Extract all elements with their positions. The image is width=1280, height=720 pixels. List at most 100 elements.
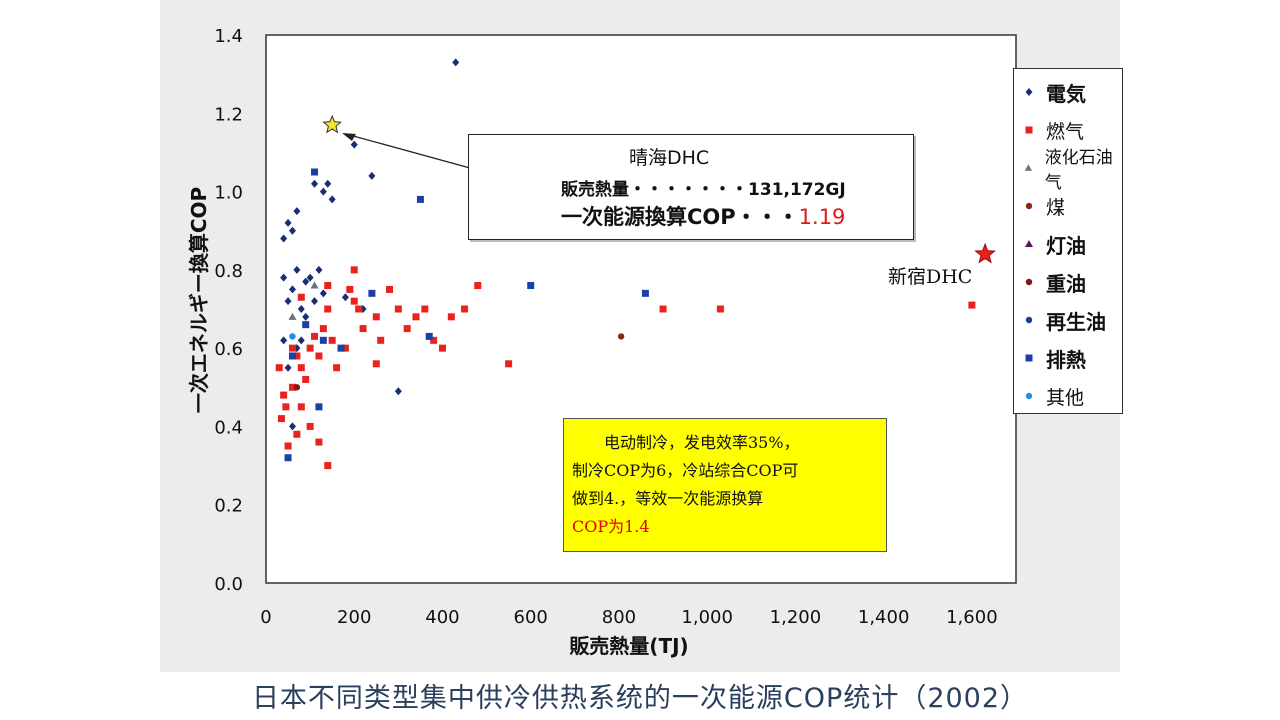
data-point xyxy=(315,265,323,274)
data-point xyxy=(333,364,341,372)
legend-label: 灯油 xyxy=(1046,233,1086,258)
data-point xyxy=(346,285,354,293)
data-point xyxy=(311,179,319,188)
legend-label: 煤 xyxy=(1046,196,1066,219)
y-tick-label: 1.0 xyxy=(214,183,243,204)
data-point xyxy=(297,403,305,411)
legend-marker xyxy=(1025,354,1033,362)
legend-marker-icon xyxy=(1025,88,1033,96)
chart-legend: 電気 燃气 液化石油气煤灯油 重油 再生油 排熱 其他 xyxy=(1013,68,1123,414)
data-point xyxy=(350,297,358,305)
callout-cop-label: 一次能源換算COP・・・ xyxy=(561,205,799,229)
data-point xyxy=(341,344,349,352)
data-point xyxy=(430,336,438,344)
harumi-star-marker xyxy=(322,114,342,134)
data-point xyxy=(302,375,310,383)
data-point xyxy=(368,171,376,180)
data-point xyxy=(324,462,332,470)
data-point xyxy=(275,364,283,372)
legend-label: 液化石油气 xyxy=(1044,148,1113,193)
y-tick-label: 0.8 xyxy=(214,261,243,282)
data-point xyxy=(394,387,402,396)
legend-marker xyxy=(1025,126,1033,134)
data-point xyxy=(368,289,376,297)
data-point xyxy=(319,187,327,196)
data-point xyxy=(297,364,305,372)
data-point xyxy=(284,454,292,462)
data-point xyxy=(328,336,336,344)
data-point xyxy=(461,305,469,313)
data-point xyxy=(319,336,327,344)
data-point xyxy=(377,336,385,344)
data-point xyxy=(280,391,288,399)
data-point xyxy=(293,430,301,438)
data-point xyxy=(306,422,314,430)
legend-marker xyxy=(1025,316,1033,324)
data-point xyxy=(293,265,301,274)
y-tick-label: 1.2 xyxy=(214,104,243,125)
callout-arrowhead xyxy=(342,133,356,141)
shinjuku-star-marker xyxy=(974,242,996,264)
data-point xyxy=(324,179,332,188)
legend-marker-icon xyxy=(1025,126,1033,134)
data-point xyxy=(359,325,367,333)
data-point xyxy=(293,207,301,216)
legend-item: 灯油 xyxy=(1022,229,1086,259)
legend-item: 煤 xyxy=(1022,191,1065,221)
legend-marker xyxy=(1025,202,1033,210)
data-point xyxy=(324,305,332,313)
data-point xyxy=(386,285,394,293)
x-tick-label: 1,400 xyxy=(858,607,910,628)
callout-arrow xyxy=(345,133,471,169)
data-point xyxy=(280,336,288,345)
data-point xyxy=(289,333,296,340)
data-point xyxy=(412,313,420,321)
legend-marker xyxy=(1025,240,1033,247)
data-point xyxy=(311,332,319,340)
y-tick-label: 0.0 xyxy=(214,574,243,595)
data-point xyxy=(447,313,455,321)
data-point xyxy=(293,384,301,391)
legend-marker-icon xyxy=(1025,240,1033,247)
data-point xyxy=(302,321,310,329)
x-tick-label: 400 xyxy=(425,607,459,628)
data-point xyxy=(350,266,358,274)
data-point xyxy=(527,282,535,290)
data-point xyxy=(306,344,314,352)
x-tick-label: 1,000 xyxy=(681,607,733,628)
legend-label: 排熱 xyxy=(1046,347,1086,372)
x-tick-label: 600 xyxy=(514,607,548,628)
data-point xyxy=(452,58,460,67)
data-point xyxy=(297,293,305,301)
data-point xyxy=(280,234,288,243)
legend-marker-icon xyxy=(1025,392,1033,400)
callout-cop-value: 1.19 xyxy=(798,205,846,229)
note-line-1: 电动制冷，发电效率35%， xyxy=(604,433,800,452)
legend-marker-icon xyxy=(1025,278,1033,286)
note-line-2: 制冷COP为6，冷站综合COP可 xyxy=(572,461,799,480)
legend-label: 燃气 xyxy=(1046,120,1085,143)
data-point xyxy=(617,333,625,340)
data-point xyxy=(328,195,336,204)
data-point xyxy=(421,305,429,313)
data-point xyxy=(284,218,292,227)
note-line-3: 做到4.，等效一次能源换算 xyxy=(572,489,764,508)
data-point xyxy=(280,273,288,282)
data-point xyxy=(319,325,327,333)
legend-item: 液化石油气 xyxy=(1022,148,1122,193)
x-tick-label: 1,600 xyxy=(946,607,998,628)
data-point xyxy=(341,293,349,302)
data-point xyxy=(968,301,976,309)
data-point xyxy=(315,352,323,360)
callout-sales-heat: 販売熱量・・・・・・・131,172GJ xyxy=(561,180,846,200)
y-tick-label: 0.4 xyxy=(214,417,243,438)
data-point xyxy=(288,226,296,235)
data-point xyxy=(355,305,363,313)
shinjuku-label: 新宿DHC xyxy=(888,266,973,288)
legend-label: 再生油 xyxy=(1046,309,1106,334)
data-point xyxy=(311,168,319,176)
y-tick-label: 0.2 xyxy=(214,496,243,517)
legend-marker-icon xyxy=(1025,202,1033,210)
data-point xyxy=(284,442,292,450)
